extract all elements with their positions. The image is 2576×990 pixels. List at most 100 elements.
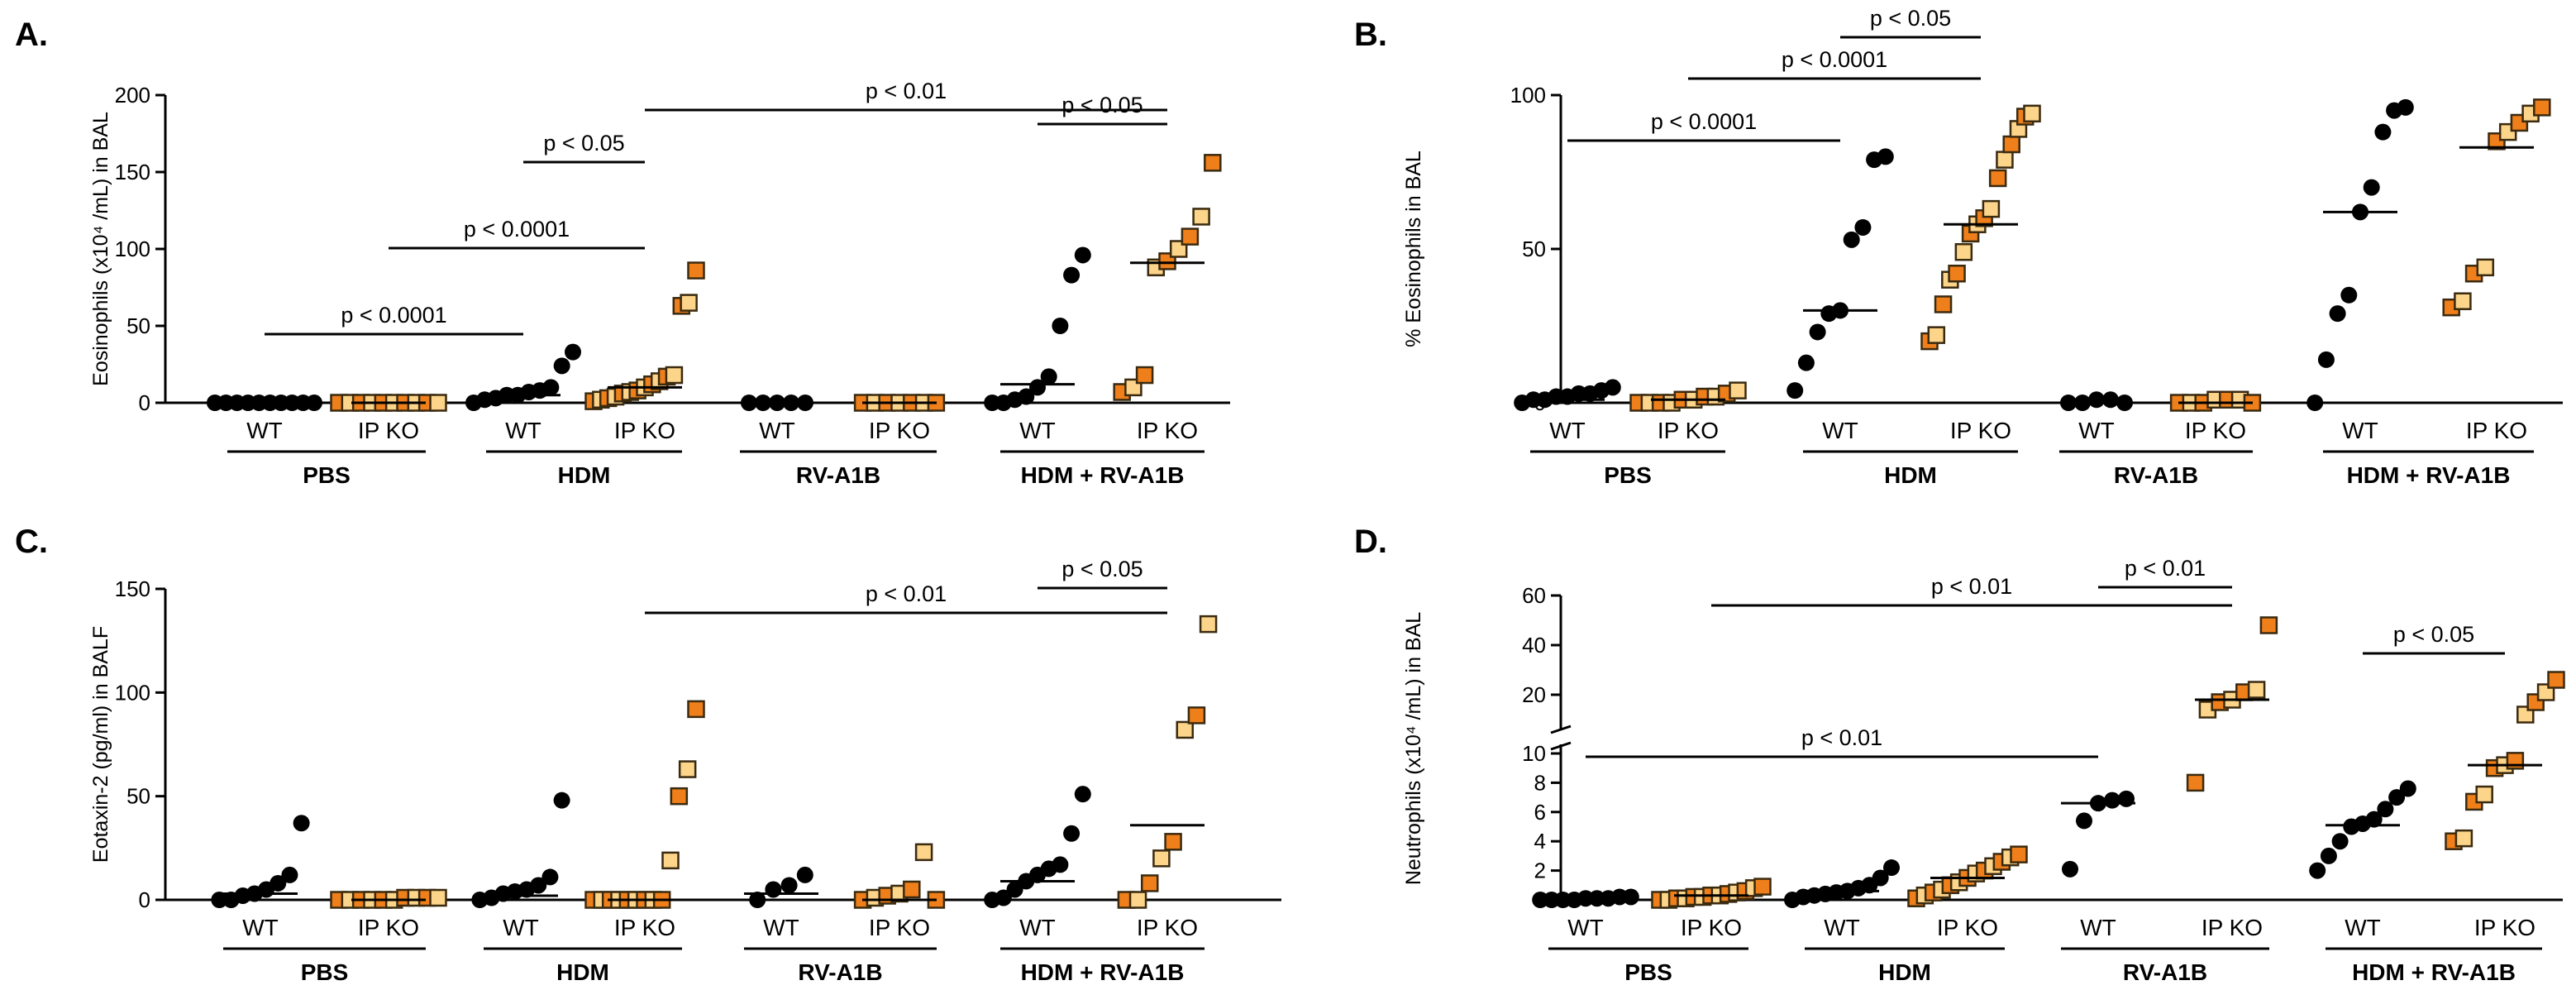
data-point-wt xyxy=(2306,395,2324,411)
y-tick-label: 6 xyxy=(1534,800,1546,825)
group-label: RV-A1B xyxy=(2123,959,2207,985)
data-point-ip-ko xyxy=(2186,773,2205,792)
data-point-wt xyxy=(1872,869,1889,887)
group-hdm-rv-a1b: WT IP KO HDM + RV-A1B xyxy=(984,154,1222,488)
significance-bracket: p < 0.0001 xyxy=(1688,47,1981,80)
data-point-wt xyxy=(1883,859,1900,877)
data-point-ip-ko xyxy=(2010,845,2028,863)
group-label: PBS xyxy=(303,462,351,488)
panel-label: C. xyxy=(15,524,48,560)
data-point-ip-ko xyxy=(2547,671,2565,689)
data-point-ip-ko xyxy=(678,760,697,778)
data-point-wt xyxy=(2363,179,2380,196)
significance-bracket: p < 0.0001 xyxy=(265,303,523,336)
data-point-ip-ko xyxy=(687,700,705,719)
p-value-label: p < 0.0001 xyxy=(1651,109,1757,134)
significance-bracket: p < 0.05 xyxy=(2363,622,2505,655)
y-tick-label: 60 xyxy=(1522,583,1546,608)
data-point-wt xyxy=(995,889,1012,906)
x-tick-label: WT xyxy=(2080,915,2116,940)
x-tick-label: IP KO xyxy=(614,915,675,940)
data-point-ip-ko xyxy=(1192,208,1210,226)
data-point-wt xyxy=(1063,266,1080,284)
data-point-wt xyxy=(553,792,570,809)
group-label: PBS xyxy=(1604,462,1652,488)
data-point-ip-ko xyxy=(903,880,921,899)
data-point-wt xyxy=(765,881,782,898)
x-tick-label: IP KO xyxy=(2466,418,2527,443)
data-point-ip-ko xyxy=(1996,151,2014,169)
data-point-wt xyxy=(1611,888,1629,906)
p-value-label: p < 0.01 xyxy=(1801,725,1882,750)
data-point-ip-ko xyxy=(1128,891,1147,909)
data-point-wt xyxy=(780,877,798,894)
p-value-label: p < 0.0001 xyxy=(341,303,446,328)
data-point-wt xyxy=(2309,862,2326,879)
data-point-wt xyxy=(553,357,570,375)
data-point-ip-ko xyxy=(2023,104,2041,123)
group-hdm-rv-a1b: WT IP KO HDM + RV-A1B xyxy=(2309,671,2565,985)
y-tick-label: 150 xyxy=(115,576,150,601)
data-point-ip-ko xyxy=(1199,615,1218,634)
panel-label: A. xyxy=(15,17,48,53)
data-point-wt xyxy=(2377,801,2394,818)
y-tick-label: 50 xyxy=(1522,237,1546,261)
p-value-label: p < 0.01 xyxy=(1931,574,2012,599)
data-point-wt xyxy=(2076,812,2092,830)
x-tick-label: WT xyxy=(1019,915,1056,940)
p-value-label: p < 0.01 xyxy=(2125,556,2206,581)
x-tick-label: WT xyxy=(759,418,795,443)
data-point-ip-ko xyxy=(2002,135,2020,154)
y-tick-label: 8 xyxy=(1534,770,1546,795)
data-point-wt xyxy=(2397,98,2414,116)
data-point-wt xyxy=(565,343,581,361)
data-point-wt xyxy=(2104,792,2120,809)
group-rv-a1b: WT IP KO RV-A1B xyxy=(2059,390,2262,488)
p-value-label: p < 0.0001 xyxy=(464,217,570,242)
x-tick-label: IP KO xyxy=(1137,418,1198,443)
x-tick-label: WT xyxy=(505,418,541,443)
group-label: HDM xyxy=(1878,959,1931,985)
data-point-wt xyxy=(1052,318,1069,334)
y-tick-label: 20 xyxy=(1522,682,1546,707)
data-point-wt xyxy=(1787,382,1804,399)
data-point-ip-ko xyxy=(1164,833,1182,851)
data-point-wt xyxy=(2340,286,2358,304)
significance-bracket: p < 0.01 xyxy=(2098,556,2232,589)
significance-bracket: p < 0.01 xyxy=(1711,574,2232,607)
data-point-wt xyxy=(2320,847,2337,864)
data-point-ip-ko xyxy=(1927,326,1946,344)
data-point-ip-ko xyxy=(2454,292,2472,310)
x-tick-label: WT xyxy=(763,915,799,940)
data-point-wt xyxy=(281,866,298,883)
significance-bracket: p < 0.01 xyxy=(645,581,1167,615)
data-point-wt xyxy=(2365,811,2383,828)
x-tick-label: IP KO xyxy=(358,915,419,940)
x-tick-label: IP KO xyxy=(2474,915,2535,940)
data-point-wt xyxy=(1063,825,1080,842)
p-value-label: p < 0.05 xyxy=(1061,93,1143,117)
p-value-label: p < 0.05 xyxy=(1870,6,1951,31)
group-label: HDM xyxy=(1884,462,1937,488)
y-tick-label: 100 xyxy=(1510,83,1546,108)
axis-break-mark xyxy=(1550,741,1572,751)
group-label: HDM xyxy=(556,959,609,985)
data-point-wt xyxy=(1543,892,1560,908)
y-axis-label: Eosinophils (x10⁴ /mL) in BAL xyxy=(89,112,112,386)
group-label: PBS xyxy=(1624,959,1672,985)
data-point-ip-ko xyxy=(1948,265,1966,283)
x-tick-label: WT xyxy=(246,418,283,443)
significance-bracket: p < 0.05 xyxy=(1840,6,1981,39)
y-tick-label: 100 xyxy=(115,237,150,261)
group-hdm-rv-a1b: WT IP KO HDM + RV-A1B xyxy=(2306,98,2551,488)
significance-bracket: p < 0.01 xyxy=(645,79,1167,112)
group-rv-a1b: WT IP KO RV-A1B xyxy=(2061,616,2278,985)
p-value-label: p < 0.05 xyxy=(1061,557,1143,581)
